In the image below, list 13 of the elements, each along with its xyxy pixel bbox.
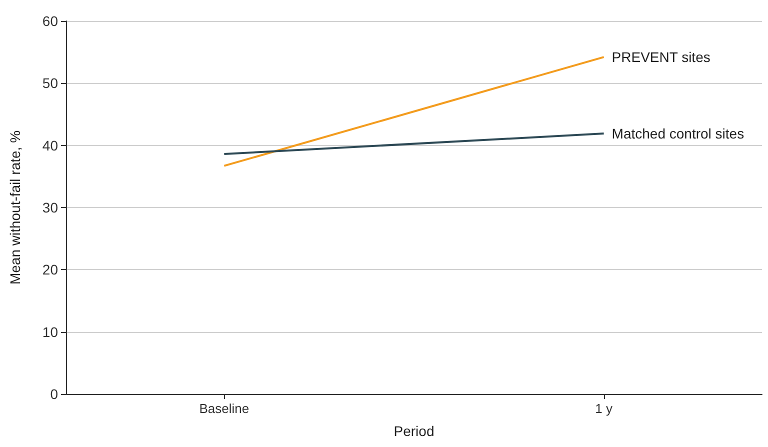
y-axis-title: Mean without-fail rate, % (7, 130, 23, 285)
y-tick-label: 30 (42, 200, 58, 216)
y-tick-label: 0 (50, 386, 58, 402)
y-tick-label: 60 (42, 13, 58, 29)
y-tick-label: 20 (42, 262, 58, 278)
y-tick-label: 10 (42, 324, 58, 340)
y-tick-label: 50 (42, 75, 58, 92)
series-label: Matched control sites (612, 126, 744, 142)
x-axis-title: Period (394, 423, 434, 439)
series-label: PREVENT sites (612, 49, 710, 66)
x-tick-label: 1 y (595, 401, 613, 416)
y-tick-label: 40 (42, 137, 58, 154)
x-tick-label: Baseline (199, 401, 250, 416)
